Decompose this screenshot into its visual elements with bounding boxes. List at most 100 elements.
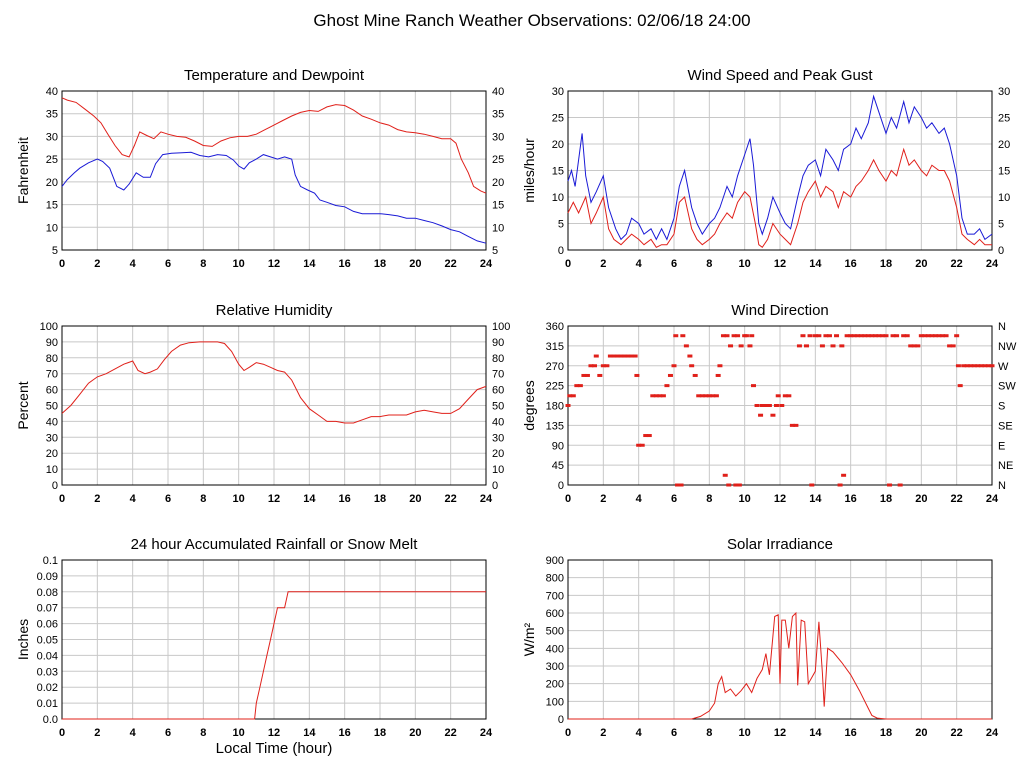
right-y-tick-label: 90 xyxy=(492,337,504,349)
right-y-tick-label: N xyxy=(998,321,1006,333)
direction-point xyxy=(943,334,949,338)
direction-point xyxy=(841,473,847,477)
y-tick-label: 100 xyxy=(546,696,564,708)
y-tick-label: 400 xyxy=(546,643,564,655)
direction-point xyxy=(593,354,599,358)
y-tick-label: 90 xyxy=(552,440,564,452)
right-y-tick-label: 30 xyxy=(492,131,504,143)
direction-point xyxy=(955,364,961,368)
direction-point xyxy=(646,434,652,438)
right-y-tick-label: SW xyxy=(998,381,1016,393)
x-tick-label: 2 xyxy=(94,493,100,505)
x-tick-label: 24 xyxy=(986,727,999,739)
x-tick-label: 22 xyxy=(445,727,457,739)
y-tick-label: 0 xyxy=(558,245,564,257)
y-tick-label: 40 xyxy=(46,416,58,428)
y-tick-label: 60 xyxy=(46,385,58,397)
x-tick-label: 18 xyxy=(374,727,386,739)
direction-point xyxy=(632,354,638,358)
x-tick-label: 2 xyxy=(94,727,100,739)
chart-title: Wind Speed and Peak Gust xyxy=(687,67,873,84)
direction-point xyxy=(957,384,963,388)
y-tick-label: 35 xyxy=(46,109,58,121)
x-tick-label: 18 xyxy=(880,727,892,739)
right-y-tick-label: 25 xyxy=(998,113,1010,125)
direction-point xyxy=(657,394,663,398)
direction-point xyxy=(643,434,649,438)
y-tick-label: 10 xyxy=(46,222,58,234)
chart-panels: 0 2 4 6 8 10 12 14 16 18 20 22 245101520253035405101… xyxy=(15,67,1017,757)
x-tick-label: 24 xyxy=(986,493,999,505)
right-y-tick-label: 15 xyxy=(492,200,504,212)
x-tick-label: 18 xyxy=(880,258,892,270)
right-y-tick-label: 40 xyxy=(492,86,504,98)
x-tick-label: 16 xyxy=(339,258,351,270)
right-y-tick-label: 80 xyxy=(492,353,504,365)
x-tick-label: 6 xyxy=(165,258,171,270)
direction-point xyxy=(848,334,854,338)
direction-point xyxy=(862,334,868,338)
x-tick-label: 0 xyxy=(565,493,571,505)
x-tick-label: 24 xyxy=(986,258,999,270)
right-y-tick-label: 35 xyxy=(492,109,504,121)
y-tick-label: 0.04 xyxy=(37,650,58,662)
direction-point xyxy=(671,364,677,368)
series-line-2 xyxy=(61,151,487,244)
direction-point xyxy=(915,344,921,348)
x-tick-label: 2 xyxy=(600,727,606,739)
x-tick-label: 22 xyxy=(951,493,963,505)
direction-point xyxy=(851,334,857,338)
direction-point xyxy=(577,384,583,388)
direction-point xyxy=(940,334,946,338)
right-y-tick-label: 5 xyxy=(492,245,498,257)
right-y-tick-label: SE xyxy=(998,420,1013,432)
direction-point xyxy=(800,334,806,338)
direction-point xyxy=(717,364,723,368)
chart-title: 24 hour Accumulated Rainfall or Snow Mel… xyxy=(131,536,419,553)
y-tick-label: 0.01 xyxy=(37,698,58,710)
x-tick-label: 24 xyxy=(480,258,493,270)
direction-point xyxy=(687,354,693,358)
y-tick-label: 0 xyxy=(52,480,58,492)
right-y-tick-label: 30 xyxy=(998,86,1010,98)
direction-point xyxy=(876,334,882,338)
x-tick-label: 4 xyxy=(636,258,643,270)
direction-point xyxy=(779,404,785,407)
chart-rain: 0 2 4 6 8 10 12 14 16 18 20 22 240.00.010.020.030.04… xyxy=(15,536,493,757)
direction-point xyxy=(989,364,995,368)
y-tick-label: 25 xyxy=(552,113,564,125)
x-tick-label: 20 xyxy=(915,258,927,270)
series-line-1 xyxy=(61,97,487,194)
direction-point xyxy=(812,334,818,338)
right-y-tick-label: 20 xyxy=(492,177,504,189)
direction-point xyxy=(830,344,836,348)
direction-point xyxy=(968,364,974,368)
direction-point xyxy=(826,334,832,338)
right-y-tick-label: 70 xyxy=(492,369,504,381)
plot-frame xyxy=(61,559,487,720)
direction-point xyxy=(908,344,914,348)
direction-point xyxy=(929,334,935,338)
chart-rh: 0 2 4 6 8 10 12 14 16 18 20 22 240102030405060708090… xyxy=(15,302,510,505)
right-y-tick-label: 10 xyxy=(492,222,504,234)
direction-point xyxy=(703,394,709,398)
direction-point xyxy=(932,334,938,338)
direction-point xyxy=(749,334,755,338)
right-y-tick-label: 25 xyxy=(492,154,504,166)
y-tick-label: 10 xyxy=(552,192,564,204)
direction-point xyxy=(925,334,931,338)
x-tick-label: 0 xyxy=(565,258,571,270)
direction-point xyxy=(796,344,802,348)
x-tick-label: 2 xyxy=(94,258,100,270)
direction-point xyxy=(887,483,893,487)
direction-point xyxy=(738,344,744,348)
y-axis-label: Percent xyxy=(15,381,31,429)
y-tick-label: 0.06 xyxy=(37,619,58,631)
y-axis-label: Inches xyxy=(15,619,31,660)
y-tick-label: 30 xyxy=(46,432,58,444)
direction-point xyxy=(639,443,645,447)
right-y-tick-label: 100 xyxy=(492,321,510,333)
y-tick-label: 15 xyxy=(552,166,564,178)
direction-point xyxy=(901,334,907,338)
